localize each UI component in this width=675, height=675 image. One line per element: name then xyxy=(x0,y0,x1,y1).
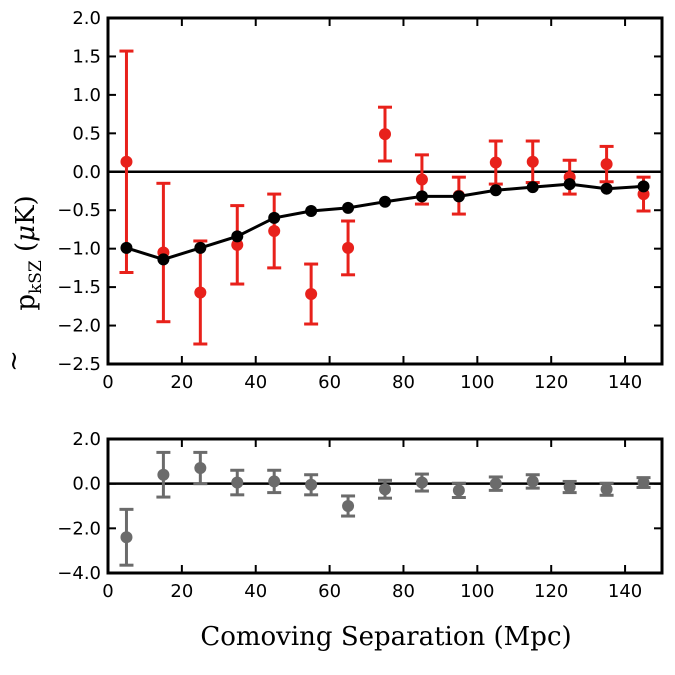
x-tick-label: 60 xyxy=(318,581,341,602)
data-point xyxy=(194,241,207,254)
data-point xyxy=(452,190,465,203)
data-point xyxy=(563,481,576,494)
x-tick-label: 60 xyxy=(318,372,341,393)
data-point xyxy=(231,238,244,251)
plot-frame xyxy=(106,437,664,575)
y-axis-title-subscript: kSZ xyxy=(26,260,46,294)
series-errorbar xyxy=(119,450,651,567)
y-tick-label: 0.0 xyxy=(72,162,101,183)
y-tick-label: −2.0 xyxy=(57,316,101,337)
y-axis-title-unit-open: ( xyxy=(11,242,41,260)
data-point xyxy=(194,286,207,299)
data-point xyxy=(120,155,133,168)
x-tick-label: 120 xyxy=(534,372,568,393)
x-tick-label: 140 xyxy=(608,581,642,602)
data-point xyxy=(526,475,539,488)
y-tick-label: −1.5 xyxy=(57,277,101,298)
y-tick-label: 2.0 xyxy=(72,8,101,29)
x-tick-label: 120 xyxy=(534,581,568,602)
data-point xyxy=(489,477,502,490)
data-point xyxy=(120,241,133,254)
x-tick-label: 100 xyxy=(460,581,494,602)
data-point xyxy=(526,155,539,168)
data-point xyxy=(120,531,133,544)
data-point xyxy=(600,158,613,171)
data-point xyxy=(415,476,428,489)
x-tick-label: 0 xyxy=(102,372,113,393)
x-axis-title: Comoving Separation (Mpc) xyxy=(200,622,571,652)
y-tick-label: −2.5 xyxy=(57,354,101,375)
data-point xyxy=(231,230,244,243)
y-tick-label: 0.5 xyxy=(72,123,101,144)
y-tick-label: 1.5 xyxy=(72,46,101,67)
y-tick-label: 1.0 xyxy=(72,85,101,106)
data-point xyxy=(489,184,502,197)
y-tick-label: 2.0 xyxy=(72,429,101,450)
y-tick-label: −0.5 xyxy=(57,200,101,221)
data-point xyxy=(231,476,244,489)
data-point xyxy=(637,180,650,193)
data-point xyxy=(342,500,355,512)
x-tick-label: 20 xyxy=(170,581,193,602)
y-tick-label: −2.0 xyxy=(57,518,101,539)
data-point xyxy=(526,181,539,194)
data-point xyxy=(379,128,391,141)
x-tick-label: 40 xyxy=(244,581,267,602)
data-point xyxy=(415,190,428,203)
data-point xyxy=(268,475,281,488)
svg-text:pkSZ (μK): pkSZ (μK) xyxy=(11,195,46,310)
y-axis-title-unit-rest: K) xyxy=(11,195,41,225)
series-line xyxy=(120,178,650,266)
data-point xyxy=(305,478,318,491)
x-tick-label: 20 xyxy=(170,372,193,393)
data-point xyxy=(379,195,391,208)
bottom-panel: 0 20 40 60 80 100 120 140 −4.0 −2.0 0.0 2.0 xyxy=(57,429,664,602)
data-point xyxy=(563,178,576,191)
data-point xyxy=(342,201,355,214)
x-tick-label: 0 xyxy=(102,581,113,602)
data-point xyxy=(452,484,465,497)
data-point xyxy=(157,468,170,481)
data-point xyxy=(194,462,207,475)
y-axis-title-symbol: p xyxy=(11,294,41,311)
data-point xyxy=(268,211,281,224)
data-point xyxy=(489,156,502,169)
y-tick-label: 0.0 xyxy=(72,474,101,495)
top-panel: 0 20 40 60 80 100 120 140 −2.5 −2.0 −1.5 −1.0 −0.5 0.… xyxy=(57,8,664,393)
data-point xyxy=(268,224,281,237)
x-tick-label: 100 xyxy=(460,372,494,393)
data-point xyxy=(305,288,318,301)
x-tick-label: 80 xyxy=(392,581,415,602)
y-axis-title-unit-mu: μ xyxy=(11,225,41,242)
y-axis-title: pkSZ (μK) ~ xyxy=(0,195,46,372)
x-tick-label: 40 xyxy=(244,372,267,393)
y-tick-label: −1.0 xyxy=(57,239,101,260)
data-point xyxy=(600,483,613,496)
y-axis-title-tilde: ~ xyxy=(0,350,29,372)
x-tick-label: 80 xyxy=(392,372,415,393)
data-point xyxy=(637,476,650,489)
data-point xyxy=(415,173,428,186)
data-point xyxy=(305,204,318,217)
x-tick-label: 140 xyxy=(608,372,642,393)
data-point xyxy=(600,182,613,195)
data-point xyxy=(157,253,170,266)
data-point xyxy=(379,483,391,496)
data-point xyxy=(342,241,355,254)
plot-frame xyxy=(106,16,664,366)
y-tick-label: −4.0 xyxy=(57,563,101,584)
